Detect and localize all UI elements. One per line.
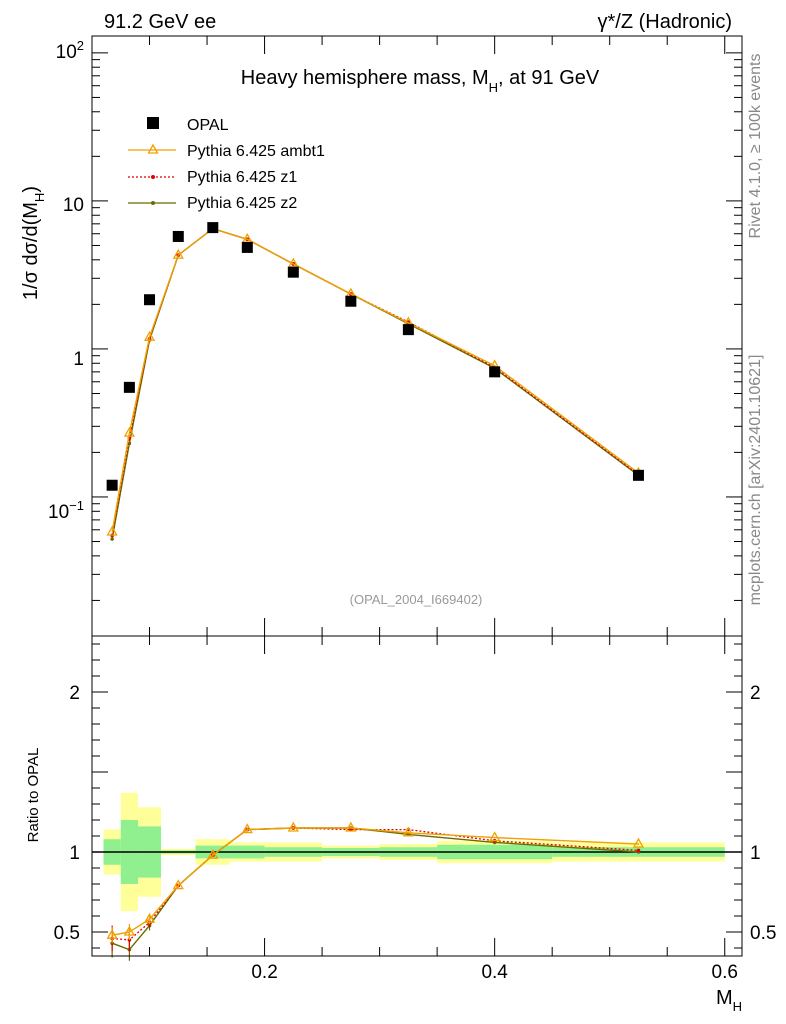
point-ambt1	[143, 330, 156, 341]
ratio-y-tick-label: 1	[69, 843, 80, 864]
main-x-axis	[91, 36, 726, 636]
data-point-opal	[241, 241, 253, 253]
legend-label-z1: Pythia 6.425 z1	[187, 169, 297, 186]
data-point-opal	[144, 294, 156, 306]
ratio-y-axis-label: Ratio to OPAL	[25, 748, 42, 843]
plot-title: Heavy hemisphere mass, MH, at 91 GeV	[241, 67, 600, 95]
ratio-point-z1	[636, 848, 641, 853]
rivet-label: Rivet 4.1.0, ≥ 100k events	[747, 54, 764, 239]
legend-label-ambt1: Pythia 6.425 ambt1	[187, 143, 325, 160]
main-y-axis-label: 1/σ dσ/d(MH)	[20, 186, 47, 300]
series-line-z1	[111, 227, 639, 536]
mcplots-label: mcplots.cern.ch [arXiv:2401.10621]	[747, 355, 764, 606]
y-tick-label-1: 1	[73, 349, 84, 370]
header-right: γ*/Z (Hadronic)	[598, 11, 732, 33]
data-point-opal	[287, 266, 299, 278]
y-tick-label-100: 102	[56, 38, 84, 63]
ratio-plot-frame	[91, 635, 743, 957]
ratio-point-ambt1	[106, 928, 118, 939]
x-tick-label: 0.4	[481, 962, 508, 983]
legend-marker-ambt1	[128, 143, 176, 154]
main-plot: 102 10 1 10−1 1/σ dσ/d(MH) Heavy hemisph…	[20, 35, 743, 637]
legend: OPAL Pythia 6.425 ambt1 Pythia 6.425 z1 …	[128, 117, 325, 212]
legend-label-opal: OPAL	[187, 117, 229, 134]
data-point-opal	[123, 381, 135, 393]
x-tick-label: 0.2	[251, 962, 277, 983]
header-left: 91.2 GeV ee	[104, 11, 216, 33]
ratio-point-ambt1	[207, 848, 219, 859]
ratio-y-tick-label-right: 2	[750, 683, 761, 704]
ratio-point-ambt1	[632, 837, 645, 848]
data-point-opal	[207, 222, 219, 234]
ratio-point-ambt1	[123, 925, 136, 936]
data-point-opal	[402, 324, 414, 336]
point-ambt1	[106, 525, 118, 536]
y-tick-label-0.1: 10−1	[48, 498, 84, 523]
data-point-opal	[172, 230, 184, 242]
data-point-opal	[632, 469, 644, 481]
ratio-line-z1	[112, 827, 639, 941]
data-point-opal	[106, 479, 118, 491]
legend-marker-opal	[147, 117, 159, 129]
data-point-opal	[489, 366, 501, 378]
ratio-point-ambt1	[345, 821, 357, 832]
ratio-y-tick-label: 2	[69, 683, 80, 704]
point-ambt1	[123, 426, 136, 437]
ratio-plot: 0.5 0.5 1 1 2 2 0.2 0.4 0.6 Ratio to OPAL MH	[25, 635, 776, 1014]
ratio-axes	[91, 636, 742, 956]
ratio-y-tick-label-right: 0.5	[750, 923, 776, 944]
ratio-point-ambt1	[489, 831, 501, 842]
legend-marker-z2	[128, 201, 176, 205]
x-tick-label: 0.6	[712, 962, 738, 983]
legend-marker-z1	[128, 175, 176, 179]
point-ambt1	[172, 248, 184, 259]
point-z2	[110, 537, 114, 541]
data-point-opal	[345, 295, 357, 307]
y-tick-label-10: 10	[63, 195, 84, 216]
ratio-point-ambt1	[241, 823, 253, 834]
series-line-z2	[111, 227, 639, 540]
ratio-point-ambt1	[143, 912, 156, 923]
source-label: (OPAL_2004_I669402)	[350, 592, 483, 607]
ratio-point-ambt1	[287, 821, 299, 832]
series-line-ambt1	[111, 227, 639, 533]
legend-label-z2: Pythia 6.425 z2	[187, 195, 297, 212]
ratio-y-tick-label: 0.5	[54, 923, 80, 944]
ratio-y-tick-label-right: 1	[750, 843, 761, 864]
main-y-axis	[92, 52, 742, 601]
ratio-point-ambt1	[172, 879, 184, 890]
ratio-point-ambt1	[402, 826, 414, 837]
x-axis-label: MH	[716, 987, 742, 1014]
